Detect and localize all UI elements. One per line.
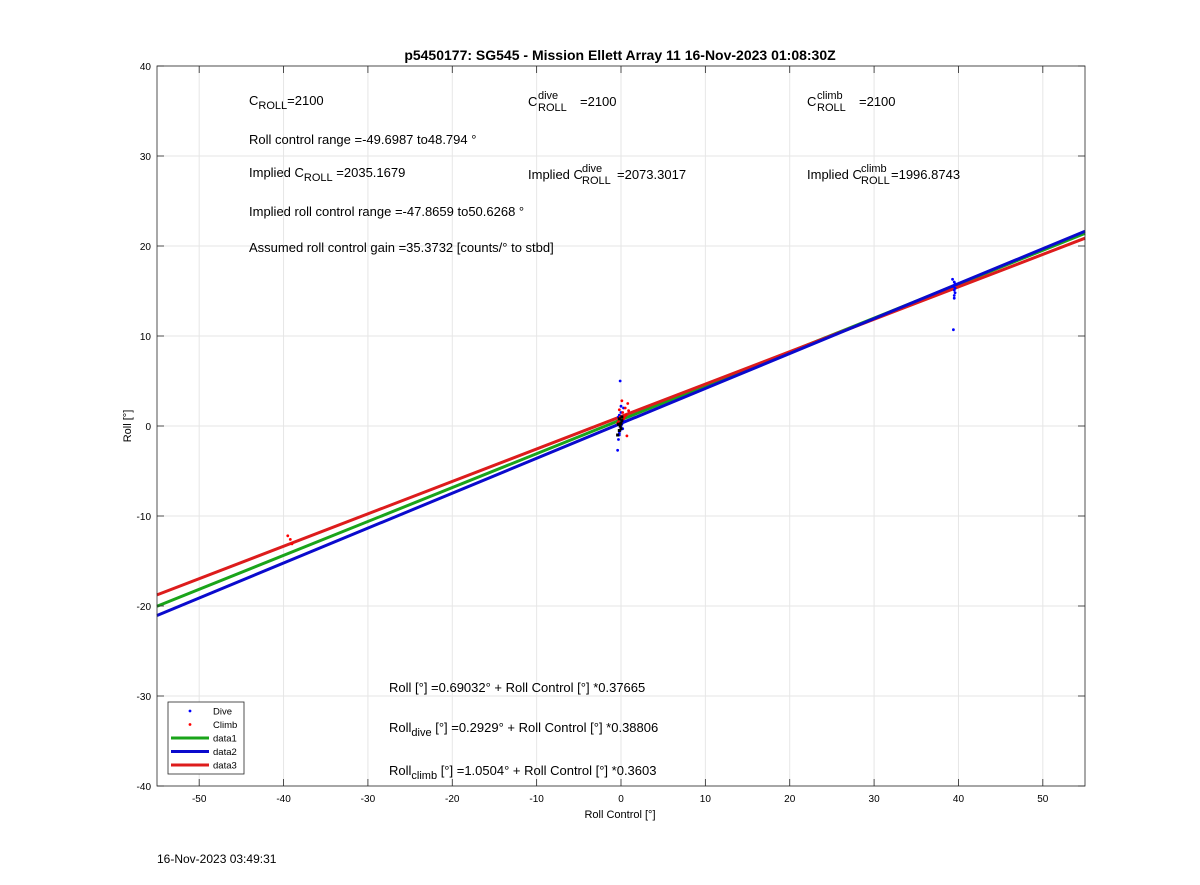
x-axis-label: Roll Control [°] xyxy=(584,809,655,821)
point-dive xyxy=(951,277,954,281)
point-climb xyxy=(624,413,628,417)
legend-label-data1: data1 xyxy=(213,734,237,745)
annotation-implied-range: Implied roll control range =-47.8659 to5… xyxy=(249,204,524,219)
annotation-c-roll-climb-value: =2100 xyxy=(859,94,896,109)
point-other xyxy=(616,433,620,437)
point-dive xyxy=(618,379,622,383)
y-tick-label: -30 xyxy=(137,692,152,703)
point-dive xyxy=(953,291,957,295)
point-climb xyxy=(622,415,626,419)
point-other xyxy=(617,417,621,421)
equation-dive: Rolldive [°] =0.2929° + Roll Control [°]… xyxy=(389,720,658,739)
point-dive xyxy=(622,420,626,423)
annotation-implied-c-roll-climb-sup: climb xyxy=(861,163,887,175)
y-tick-label: 10 xyxy=(140,332,152,343)
annotation-c-roll-dive: C xyxy=(528,94,537,109)
annotation-c-roll-dive-value: =2100 xyxy=(580,94,617,109)
point-other xyxy=(620,419,624,423)
annotation-implied-c-roll-dive-sub: ROLL xyxy=(582,175,611,187)
point-other xyxy=(619,427,623,431)
point-dive xyxy=(952,294,956,297)
point-climb xyxy=(627,409,630,413)
annotation-c-roll-dive-sub: ROLL xyxy=(538,102,567,114)
y-tick-label: 30 xyxy=(140,152,152,163)
x-tick-label: 40 xyxy=(953,794,965,805)
annotation-implied-c-roll-climb-value: =1996.8743 xyxy=(891,167,960,182)
point-climb xyxy=(621,411,625,414)
x-tick-label: -20 xyxy=(445,794,460,805)
x-tick-label: 20 xyxy=(784,794,796,805)
annotation-implied-c-roll: Implied CROLL =2035.1679 xyxy=(249,165,405,184)
y-tick-label: -40 xyxy=(137,782,152,793)
y-tick-label: 0 xyxy=(145,422,151,433)
x-tick-label: 10 xyxy=(700,794,712,805)
point-dive xyxy=(951,328,955,332)
y-tick-label: 40 xyxy=(140,62,152,73)
legend-label-data2: data2 xyxy=(213,747,237,758)
legend-label-dive: Dive xyxy=(213,707,232,718)
point-dive xyxy=(617,438,620,441)
y-tick-label: -20 xyxy=(137,602,152,613)
y-axis-label: Roll [°] xyxy=(122,410,134,443)
x-tick-label: 30 xyxy=(869,794,881,805)
annotation-c-roll-dive-sup: dive xyxy=(538,90,558,102)
point-dive xyxy=(952,280,956,284)
axis-ticks: -50 -40 -30 -20 -10 0 10 20 30 40 50 -40 -30 -20 -10 0 1… xyxy=(137,62,1085,805)
legend: Dive Climb data1 data2 data3 xyxy=(167,701,245,775)
point-climb xyxy=(617,408,621,412)
equation-climb: Rollclimb [°] =1.0504° + Roll Control [°… xyxy=(389,763,656,782)
annotation-implied-c-roll-climb: Implied C xyxy=(807,167,862,182)
annotation-implied-c-roll-dive: Implied C xyxy=(528,167,583,182)
annotation-roll-control-range: Roll control range =-49.6987 to48.794 ° xyxy=(249,132,476,147)
annotation-c-roll-climb-sup: climb xyxy=(817,90,843,102)
point-climb xyxy=(620,399,624,403)
point-other xyxy=(618,424,622,428)
annotation-implied-c-roll-climb-sub: ROLL xyxy=(861,175,890,187)
legend-marker-climb xyxy=(188,723,192,726)
point-dive xyxy=(951,285,955,288)
legend-marker-dive xyxy=(188,709,192,713)
annotation-c-roll-climb-sub: ROLL xyxy=(817,102,846,114)
point-other xyxy=(617,429,621,432)
point-dive xyxy=(953,286,957,290)
point-other xyxy=(616,422,620,426)
annotation-c-roll: CROLL=2100 xyxy=(249,93,324,112)
point-dive xyxy=(616,448,620,452)
data-series xyxy=(156,229,1086,617)
point-climb xyxy=(623,406,627,410)
point-climb xyxy=(625,434,629,438)
chart-title: p5450177: SG545 - Mission Ellett Array 1… xyxy=(404,47,836,63)
point-climb xyxy=(626,402,630,405)
x-tick-label: -50 xyxy=(192,794,207,805)
x-tick-label: -40 xyxy=(276,794,291,805)
equation-all: Roll [°] =0.69032° + Roll Control [°] *0… xyxy=(389,680,645,695)
legend-label-climb: Climb xyxy=(213,720,237,731)
legend-label-data3: data3 xyxy=(213,761,237,772)
point-climb xyxy=(286,534,290,538)
point-dive xyxy=(952,296,956,300)
print-timestamp: 16-Nov-2023 03:49:31 xyxy=(157,852,277,866)
annotation-c-roll-climb: C xyxy=(807,94,816,109)
y-tick-label: 20 xyxy=(140,242,152,253)
annotation-implied-c-roll-dive-sup: dive xyxy=(582,163,602,175)
annotation-assumed-gain: Assumed roll control gain =35.3732 [coun… xyxy=(249,240,554,255)
y-tick-label: -10 xyxy=(137,512,152,523)
point-other xyxy=(620,415,624,419)
x-tick-label: 0 xyxy=(618,794,624,805)
annotation-implied-c-roll-dive-value: =2073.3017 xyxy=(617,167,686,182)
point-climb xyxy=(288,538,292,541)
point-dive xyxy=(619,404,623,408)
point-other xyxy=(619,421,623,425)
point-climb xyxy=(290,542,294,546)
x-tick-label: -30 xyxy=(361,794,376,805)
x-tick-label: -10 xyxy=(529,794,544,805)
x-tick-label: 50 xyxy=(1037,794,1049,805)
